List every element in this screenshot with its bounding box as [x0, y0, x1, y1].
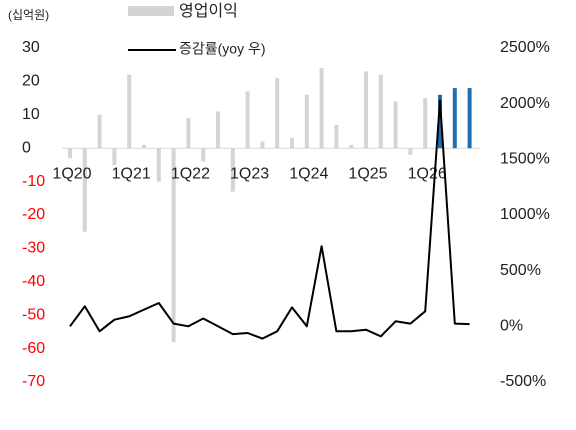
y-tick-label: 10 [22, 106, 40, 123]
y-tick-label: -30 [22, 240, 45, 257]
y-tick-label: 30 [22, 39, 40, 56]
y-tick-label: -50 [22, 306, 45, 323]
x-tick-label: 1Q20 [52, 165, 91, 182]
bar [186, 118, 191, 149]
bar [127, 74, 132, 149]
y-tick-label: -10 [22, 173, 45, 190]
line [69, 99, 470, 340]
legend-label: 영업이익 [179, 2, 238, 20]
bar [378, 74, 383, 149]
y-tick-label: -20 [22, 206, 45, 223]
bar [171, 148, 176, 342]
x-tick-label: 1Q21 [112, 165, 151, 182]
bar [260, 141, 265, 149]
legend-swatch [128, 6, 174, 16]
y2-tick-label: -500% [500, 373, 546, 390]
y-tick-label: 0 [22, 139, 31, 156]
bar [364, 71, 368, 149]
bar [156, 148, 161, 182]
y-unit-label: (십억원) [8, 8, 49, 22]
y-tick-label: -60 [22, 340, 45, 357]
bar [423, 98, 428, 149]
x-tick-label: 1Q24 [289, 165, 328, 182]
bar [334, 124, 339, 149]
bar [452, 88, 457, 149]
y-tick-label: -40 [22, 273, 45, 290]
bar [112, 148, 117, 165]
x-tick-label: 1Q26 [408, 165, 447, 182]
bar [68, 148, 72, 159]
bar [408, 148, 413, 155]
x-tick-label: 1Q22 [171, 165, 210, 182]
y-tick-label: 20 [22, 73, 40, 90]
bar [349, 144, 354, 149]
y2-tick-label: 1000% [500, 206, 550, 223]
y2-tick-label: 500% [500, 262, 541, 279]
bar [216, 111, 220, 149]
y2-tick-label: 0% [500, 318, 523, 335]
x-tick-label: 1Q23 [230, 165, 269, 182]
bar [290, 138, 294, 149]
bar [245, 91, 250, 149]
bar [97, 114, 102, 149]
bar [467, 88, 472, 149]
bar [142, 144, 146, 149]
y2-tick-label: 2500% [500, 39, 550, 56]
y-tick-label: -70 [22, 373, 45, 390]
legend-label: 증감률(yoy 우) [179, 41, 266, 57]
x-tick-label: 1Q25 [348, 165, 387, 182]
bar [275, 78, 280, 149]
y2-tick-label: 2000% [500, 95, 550, 112]
bar [393, 101, 398, 149]
bar [230, 148, 235, 192]
bar [438, 94, 442, 149]
bar [304, 94, 309, 149]
bar [319, 68, 324, 149]
bar [201, 148, 206, 162]
y2-tick-label: 1500% [500, 151, 550, 168]
bar [82, 148, 87, 232]
